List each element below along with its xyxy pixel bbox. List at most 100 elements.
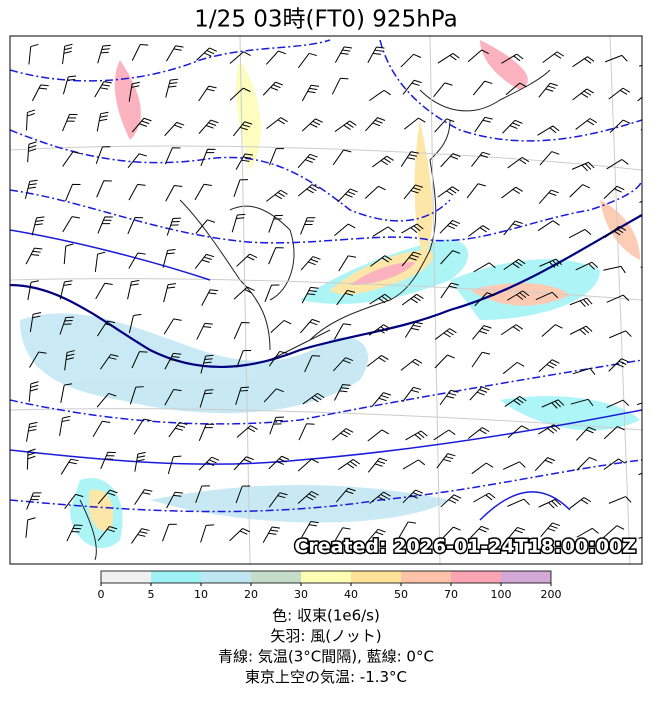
wind-barbs bbox=[24, 43, 651, 544]
wind-barb bbox=[403, 117, 426, 130]
colorbar-tick-label: 30 bbox=[294, 588, 308, 601]
wind-barb bbox=[100, 451, 116, 470]
wind-barb bbox=[332, 149, 352, 166]
wind-barb bbox=[236, 425, 258, 438]
temperature-contours bbox=[10, 39, 642, 521]
wind-barb bbox=[167, 455, 182, 475]
wind-barb bbox=[28, 381, 39, 402]
wind-barb bbox=[501, 53, 524, 64]
wind-barb bbox=[643, 496, 651, 508]
wind-barb bbox=[235, 485, 251, 504]
wind-barb bbox=[434, 118, 455, 133]
wind-barb bbox=[569, 497, 592, 509]
wind-barb bbox=[200, 148, 216, 167]
colorbar-tick-label: 50 bbox=[394, 588, 408, 601]
colorbar-segment bbox=[401, 571, 451, 583]
convergence-shading bbox=[20, 40, 640, 549]
wind-barb bbox=[31, 84, 49, 102]
wind-barb bbox=[568, 228, 592, 239]
wind-barb bbox=[402, 459, 426, 470]
wind-barb bbox=[369, 293, 392, 305]
wind-barb bbox=[364, 185, 386, 199]
wind-barb bbox=[334, 46, 353, 63]
wind-barb bbox=[162, 248, 176, 268]
wind-barb bbox=[164, 147, 181, 165]
wind-barb bbox=[570, 398, 594, 407]
wind-barb bbox=[64, 493, 84, 509]
wind-barb bbox=[572, 88, 594, 101]
wind-barb bbox=[471, 351, 491, 368]
wind-barb bbox=[29, 351, 47, 368]
wind-barb bbox=[337, 188, 358, 203]
wind-barb bbox=[26, 421, 38, 442]
wind-barb bbox=[195, 219, 216, 234]
wind-barb bbox=[194, 253, 215, 269]
wind-barb bbox=[575, 426, 597, 441]
colorbar-tick-label: 10 bbox=[194, 588, 208, 601]
wind-barb bbox=[168, 421, 188, 438]
wind-barb bbox=[201, 289, 219, 306]
wind-barb bbox=[569, 325, 593, 336]
wind-barb bbox=[403, 184, 424, 200]
wind-barb bbox=[27, 141, 37, 163]
wind-barb bbox=[198, 456, 220, 471]
colorbar-segment bbox=[301, 571, 351, 583]
wind-barb bbox=[270, 319, 292, 334]
wind-barb bbox=[575, 118, 598, 130]
wind-barb bbox=[538, 499, 562, 509]
wind-barb bbox=[233, 456, 254, 471]
wind-barb bbox=[603, 525, 625, 538]
wind-barb bbox=[31, 216, 45, 236]
colorbar-frame bbox=[100, 570, 552, 584]
colorbar-segment bbox=[351, 571, 401, 583]
wind-barb bbox=[402, 79, 422, 95]
colorbar-tick-label: 20 bbox=[244, 588, 258, 601]
colorbar-tick-label: 200 bbox=[541, 588, 562, 601]
wind-barb bbox=[537, 125, 560, 136]
wind-barb bbox=[473, 262, 496, 273]
wind-barb bbox=[644, 154, 651, 165]
wind-barb bbox=[569, 297, 593, 308]
colorbar-segment bbox=[251, 571, 301, 583]
wind-barb bbox=[198, 423, 215, 441]
wind-barb bbox=[606, 399, 630, 408]
wind-barb bbox=[535, 291, 559, 301]
wind-barb bbox=[59, 415, 71, 436]
wind-barb bbox=[472, 325, 492, 340]
wind-barb bbox=[365, 528, 386, 544]
wind-barb bbox=[304, 355, 321, 373]
wind-barb bbox=[235, 386, 250, 405]
wind-barb bbox=[92, 420, 111, 437]
wind-barb bbox=[301, 521, 319, 538]
wind-barb bbox=[576, 527, 599, 538]
wind-barb bbox=[163, 318, 182, 335]
wind-barb bbox=[199, 389, 214, 408]
wind-barb bbox=[94, 251, 106, 273]
wind-barb bbox=[471, 462, 494, 475]
wind-barb bbox=[507, 290, 530, 301]
wind-barb bbox=[569, 184, 591, 198]
wind-barb bbox=[538, 82, 558, 98]
wind-barb bbox=[608, 496, 632, 504]
wind-barb bbox=[95, 146, 111, 164]
wind-barb bbox=[644, 432, 651, 439]
wind-barb bbox=[474, 116, 493, 133]
wind-barb bbox=[64, 350, 75, 371]
wind-barb bbox=[336, 289, 356, 306]
wind-barb bbox=[229, 87, 251, 101]
wind-barb bbox=[24, 179, 38, 199]
wind-barb bbox=[372, 155, 394, 168]
wind-barb bbox=[128, 313, 142, 334]
wind-barb bbox=[268, 247, 284, 265]
wind-barb bbox=[434, 354, 455, 369]
wind-barb bbox=[62, 75, 77, 95]
wind-barb bbox=[62, 151, 81, 167]
wind-barb bbox=[269, 416, 284, 435]
wind-barb bbox=[194, 183, 212, 201]
wind-barb bbox=[128, 81, 140, 102]
wind-barb bbox=[542, 51, 565, 64]
wind-barb bbox=[25, 517, 36, 538]
wind-barb bbox=[164, 352, 182, 370]
wind-barb bbox=[233, 286, 255, 300]
